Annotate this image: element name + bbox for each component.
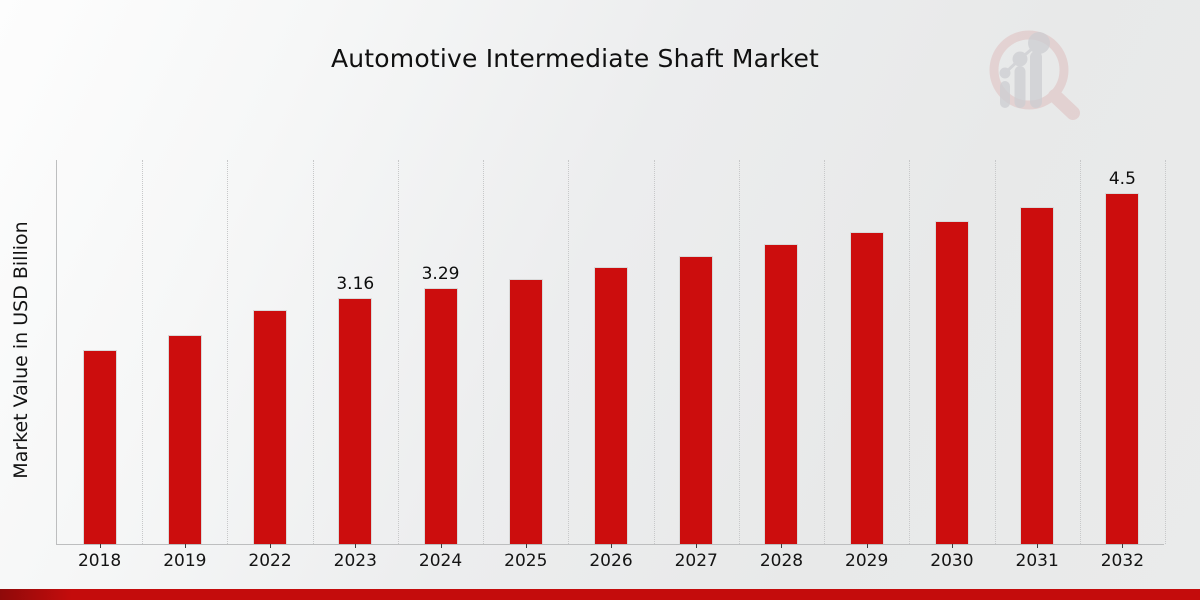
vertical-gridline xyxy=(824,160,826,544)
x-tick-label-2031: 2031 xyxy=(1015,551,1059,571)
vertical-gridline xyxy=(483,160,485,544)
market-research-future-logo-icon xyxy=(989,30,1080,120)
x-axis-tick xyxy=(696,544,698,548)
x-axis-tick xyxy=(184,544,186,548)
bar-2028 xyxy=(764,244,799,544)
x-axis-tick xyxy=(440,544,442,548)
x-tick-label-2028: 2028 xyxy=(759,551,804,571)
bar-2026 xyxy=(594,267,628,544)
x-axis-tick xyxy=(1122,544,1124,548)
x-tick-label-2018: 2018 xyxy=(77,551,122,571)
x-axis-tick xyxy=(1037,544,1039,548)
bar-2018 xyxy=(82,350,117,544)
bar-2023 xyxy=(338,298,373,544)
vertical-gridline xyxy=(994,160,996,544)
x-tick-label-2030: 2030 xyxy=(930,551,974,571)
bar-2031 xyxy=(1020,207,1055,544)
x-tick-label-2022: 2022 xyxy=(248,551,292,571)
bar-2029 xyxy=(849,232,884,544)
magnifier-handle xyxy=(1048,89,1080,120)
bar-2032 xyxy=(1105,193,1140,544)
bar-2025 xyxy=(508,279,543,544)
x-tick-label-2025: 2025 xyxy=(504,551,548,571)
x-tick-label-2024: 2024 xyxy=(418,551,463,571)
x-tick-label-2029: 2029 xyxy=(845,551,889,571)
logo-dot-medium xyxy=(1012,51,1028,67)
x-axis-tick xyxy=(951,544,953,548)
footer-accent-bar xyxy=(0,589,1200,600)
logo-bar-medium xyxy=(1014,66,1026,108)
bar-2022 xyxy=(253,310,288,544)
x-axis-tick xyxy=(99,544,101,548)
x-tick-label-2027: 2027 xyxy=(674,551,718,571)
vertical-gridline xyxy=(1079,160,1081,544)
x-tick-label-2032: 2032 xyxy=(1100,551,1145,571)
bar-2030 xyxy=(934,221,969,544)
logo-dot-large xyxy=(1028,32,1050,54)
bar-value-label-2023: 3.16 xyxy=(336,274,375,294)
vertical-gridline xyxy=(142,160,144,544)
vertical-gridline xyxy=(397,160,399,544)
x-tick-label-2019: 2019 xyxy=(163,551,207,571)
bar-value-label-2024: 3.29 xyxy=(421,264,460,284)
vertical-gridline xyxy=(1165,160,1166,544)
logo-bar-tall xyxy=(1030,51,1042,108)
x-tick-label-2026: 2026 xyxy=(589,551,633,571)
logo-bar-short xyxy=(1000,81,1010,108)
vertical-gridline xyxy=(568,160,570,544)
x-axis-tick xyxy=(355,544,357,548)
vertical-gridline xyxy=(909,160,911,544)
bar-2027 xyxy=(679,256,714,544)
bar-2019 xyxy=(167,335,202,544)
bar-2024 xyxy=(423,288,458,544)
magnifier-ring xyxy=(989,30,1069,110)
logo-dot-small xyxy=(999,67,1011,79)
y-axis-label: Market Value in USD Billion xyxy=(10,221,32,479)
x-axis-tick xyxy=(611,544,612,548)
plot-area: 2018 2019 2022 3.16 2023 3.29 2024 2025 2026 2027… xyxy=(56,160,1166,571)
chart-title: Automotive Intermediate Shaft Market xyxy=(330,44,820,73)
vertical-gridline xyxy=(312,160,314,544)
vertical-gridline xyxy=(227,160,229,544)
vertical-gridline xyxy=(738,160,740,544)
x-axis-tick xyxy=(525,544,527,548)
x-tick-label-2023: 2023 xyxy=(333,551,377,571)
x-axis-tick xyxy=(866,544,868,548)
bar-value-label-2032: 4.5 xyxy=(1108,169,1136,189)
vertical-gridline xyxy=(653,160,655,544)
x-axis-tick xyxy=(781,544,783,548)
x-axis-tick xyxy=(270,544,272,548)
